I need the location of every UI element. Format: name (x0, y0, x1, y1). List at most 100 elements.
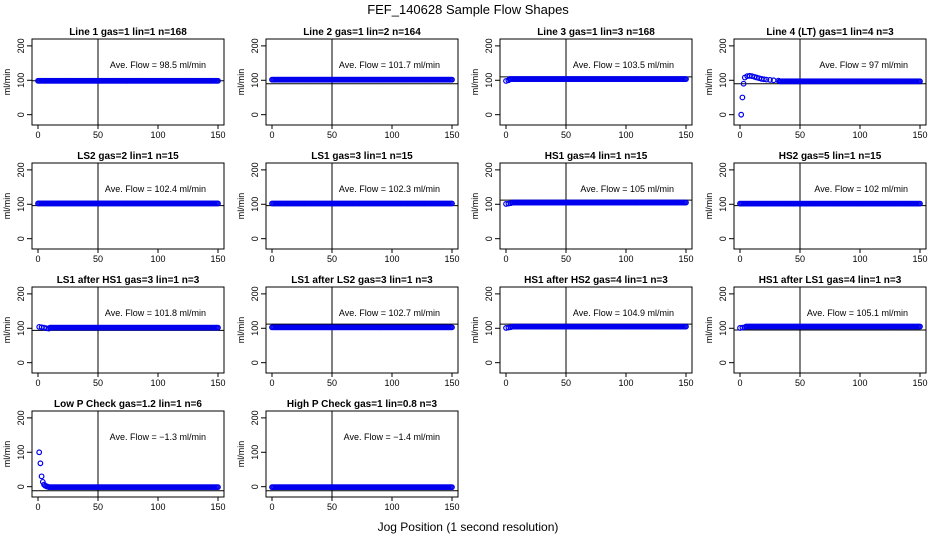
y-axis-label: ml/min (704, 69, 714, 96)
data-point (215, 324, 221, 331)
x-tick-label: 50 (327, 130, 337, 140)
y-tick-label: 200 (16, 38, 26, 53)
y-tick-label: 100 (250, 73, 260, 88)
y-axis-label: ml/min (470, 69, 480, 96)
y-tick-label: 0 (16, 484, 26, 489)
data-point (917, 200, 923, 207)
plot-frame (499, 286, 693, 374)
y-axis-label: ml/min (704, 193, 714, 220)
panel-14: High P Check gas=1 lin=0.8 n=3 0 100 200 ml/… (236, 399, 460, 512)
data-point (215, 484, 221, 491)
plot-frame (31, 38, 225, 126)
panel-7: HS1 gas=4 lin=1 n=15 0 100 200 ml/min 0 50 100 1… (470, 151, 694, 264)
panel-title: LS1 gas=3 lin=1 n=15 (311, 151, 413, 162)
x-tick-label: 150 (210, 502, 225, 512)
panel-title: HS1 after HS2 gas=4 lin=1 n=3 (524, 275, 668, 286)
y-axis-label: ml/min (2, 193, 12, 220)
average-flow-annotation: Ave. Flow = 102.3 ml/min (339, 184, 440, 194)
panel-13: Low P Check gas=1.2 lin=1 n=6 0 100 200 ml/m… (2, 399, 226, 512)
y-axis-label: ml/min (236, 193, 246, 220)
y-axis-label: ml/min (236, 441, 246, 468)
x-tick-label: 0 (35, 130, 40, 140)
data-point (449, 324, 455, 331)
y-tick-label: 200 (250, 410, 260, 425)
data-point (215, 200, 221, 207)
data-point (215, 77, 221, 84)
y-axis-label: ml/min (2, 441, 12, 468)
plot-frame (265, 410, 459, 498)
data-point (36, 449, 43, 456)
average-flow-annotation: Ave. Flow = 105 ml/min (580, 184, 674, 194)
panel-2: Line 2 gas=1 lin=2 n=164 0 100 200 ml/min 0 50… (236, 27, 460, 140)
figure-title: FEF_140628 Sample Flow Shapes (367, 2, 569, 17)
y-tick-label: 100 (250, 445, 260, 460)
panel-title: Line 4 (LT) gas=1 lin=4 n=3 (766, 27, 894, 38)
y-tick-label: 200 (718, 286, 728, 301)
y-tick-label: 100 (16, 197, 26, 212)
x-tick-label: 50 (93, 378, 103, 388)
x-tick-label: 100 (618, 378, 633, 388)
x-tick-label: 0 (737, 254, 742, 264)
panel-title: High P Check gas=1 lin=0.8 n=3 (287, 399, 438, 410)
average-flow-annotation: Ave. Flow = 102.7 ml/min (339, 308, 440, 318)
y-tick-label: 200 (16, 410, 26, 425)
data-point (740, 80, 747, 87)
x-tick-label: 0 (35, 378, 40, 388)
y-tick-label: 200 (16, 162, 26, 177)
panel-3: Line 3 gas=1 lin=3 n=168 0 100 200 ml/min 0 50… (470, 27, 694, 140)
x-tick-label: 0 (269, 378, 274, 388)
x-tick-label: 50 (795, 378, 805, 388)
x-tick-label: 50 (93, 130, 103, 140)
y-tick-label: 100 (718, 197, 728, 212)
plot-frame (499, 162, 693, 250)
x-tick-label: 0 (35, 502, 40, 512)
panel-4: Line 4 (LT) gas=1 lin=4 n=3 0 100 200 ml/min… (704, 27, 928, 140)
y-tick-label: 100 (718, 321, 728, 336)
y-axis-label: ml/min (470, 317, 480, 344)
y-tick-label: 200 (250, 286, 260, 301)
x-tick-label: 50 (327, 502, 337, 512)
average-flow-annotation: Ave. Flow = 101.7 ml/min (339, 60, 440, 70)
x-tick-label: 0 (269, 130, 274, 140)
data-point (761, 76, 767, 83)
x-tick-label: 50 (93, 254, 103, 264)
average-flow-annotation: Ave. Flow = 97 ml/min (819, 60, 908, 70)
x-tick-label: 0 (503, 254, 508, 264)
y-tick-label: 0 (250, 484, 260, 489)
average-flow-annotation: Ave. Flow = 102 ml/min (814, 184, 908, 194)
data-point (683, 323, 689, 330)
panel-title: Line 2 gas=1 lin=2 n=164 (303, 27, 421, 38)
y-tick-label: 200 (250, 38, 260, 53)
data-point (449, 200, 455, 207)
chart-panels: Line 1 gas=1 lin=1 n=168 0 100 200 ml/min 0 50… (2, 27, 928, 512)
x-tick-label: 150 (210, 254, 225, 264)
panel-title: Low P Check gas=1.2 lin=1 n=6 (54, 399, 202, 410)
plot-frame (31, 410, 225, 498)
data-point (739, 94, 746, 101)
y-tick-label: 200 (250, 162, 260, 177)
x-tick-label: 150 (912, 130, 927, 140)
x-tick-label: 150 (444, 254, 459, 264)
y-tick-label: 0 (250, 236, 260, 241)
data-point (767, 77, 773, 83)
x-tick-label: 50 (327, 254, 337, 264)
panel-title: Line 1 gas=1 lin=1 n=168 (69, 27, 187, 38)
y-tick-label: 0 (250, 112, 260, 117)
y-tick-label: 0 (718, 360, 728, 365)
figure-x-axis-label: Jog Position (1 second resolution) (378, 520, 559, 534)
x-tick-label: 0 (503, 130, 508, 140)
y-axis-label: ml/min (2, 317, 12, 344)
y-axis-label: ml/min (236, 69, 246, 96)
x-tick-label: 100 (150, 130, 165, 140)
x-tick-label: 100 (150, 502, 165, 512)
x-tick-label: 0 (503, 378, 508, 388)
x-tick-label: 150 (912, 378, 927, 388)
y-tick-label: 100 (484, 321, 494, 336)
x-tick-label: 150 (444, 502, 459, 512)
y-tick-label: 200 (718, 162, 728, 177)
y-axis-label: ml/min (704, 317, 714, 344)
data-point (917, 78, 923, 85)
y-tick-label: 0 (718, 236, 728, 241)
data-point (917, 323, 923, 330)
